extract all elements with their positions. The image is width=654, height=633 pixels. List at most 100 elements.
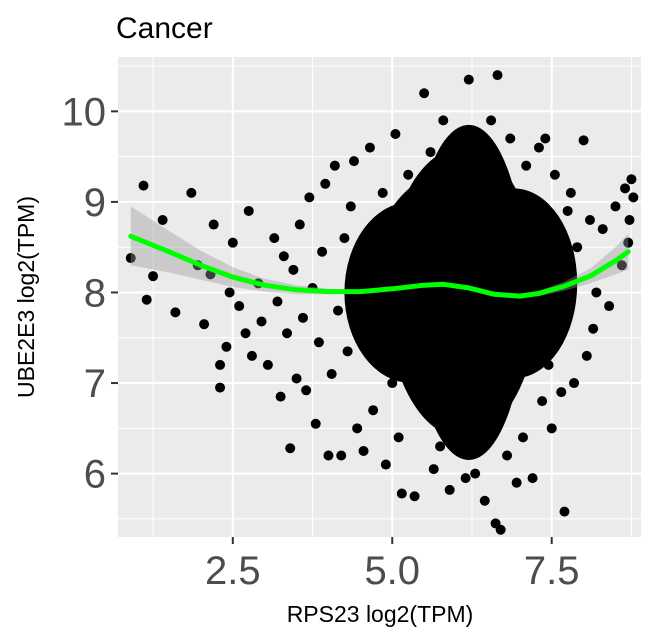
data-point: [508, 368, 519, 379]
data-point: [221, 341, 232, 352]
data-point: [470, 468, 481, 479]
data-point: [275, 391, 286, 402]
data-point: [438, 115, 449, 126]
data-point: [387, 378, 398, 389]
x-tick-label: 2.5: [205, 549, 261, 593]
data-point: [323, 450, 334, 461]
data-point: [518, 432, 529, 443]
data-point: [297, 312, 308, 323]
data-point: [444, 484, 455, 495]
data-point: [269, 233, 280, 244]
data-point: [291, 373, 302, 384]
data-point: [377, 187, 388, 198]
data-point: [502, 450, 513, 461]
data-point: [390, 128, 401, 139]
data-point: [549, 169, 560, 180]
data-point: [569, 378, 580, 389]
data-point: [562, 205, 573, 216]
data-point: [262, 359, 273, 370]
data-point: [313, 337, 324, 348]
data-point: [358, 445, 369, 456]
data-point: [626, 174, 637, 185]
data-point: [521, 160, 532, 171]
data-point: [342, 346, 353, 357]
data-point: [431, 251, 442, 262]
y-tick-label: 9: [84, 181, 106, 225]
data-point: [540, 133, 551, 144]
data-point: [486, 115, 497, 126]
data-point: [301, 385, 312, 396]
data-point: [336, 450, 347, 461]
data-point: [278, 251, 289, 262]
data-point: [588, 323, 599, 334]
data-point: [482, 233, 493, 244]
data-point: [624, 215, 635, 226]
data-point: [246, 350, 257, 361]
data-point: [326, 368, 337, 379]
smooth-line: [128, 233, 631, 299]
data-point: [348, 156, 359, 167]
data-point: [473, 178, 484, 189]
data-point: [288, 264, 299, 275]
data-point: [208, 219, 219, 230]
data-point: [425, 147, 436, 158]
data-point: [628, 192, 639, 203]
data-point: [604, 301, 615, 312]
y-tick-label: 10: [62, 90, 107, 134]
data-point: [317, 246, 328, 257]
data-point: [352, 423, 363, 434]
data-point: [422, 359, 433, 370]
data-point: [620, 183, 631, 194]
data-point: [591, 287, 602, 298]
y-tick-label: 8: [84, 271, 106, 315]
data-point: [498, 296, 509, 307]
data-point: [227, 237, 238, 248]
data-point: [243, 205, 254, 216]
data-point: [364, 142, 375, 153]
data-point: [428, 464, 439, 475]
data-point: [272, 296, 283, 307]
data-point: [215, 359, 226, 370]
data-point: [463, 74, 474, 85]
data-point: [578, 135, 589, 146]
y-axis-title: UBE2E3 log2(TPM): [13, 196, 39, 398]
data-point: [186, 187, 197, 198]
x-tick-label: 5.0: [364, 549, 420, 593]
data-point: [454, 142, 465, 153]
data-point: [419, 88, 430, 99]
data-point: [361, 260, 372, 271]
data-point: [505, 133, 516, 144]
data-point: [355, 323, 366, 334]
data-point: [240, 328, 251, 339]
data-point: [374, 355, 385, 366]
data-point: [537, 396, 548, 407]
data-point: [329, 160, 340, 171]
grid-major: [118, 57, 641, 537]
x-axis-ticks: 2.5 5.0 7.5: [205, 537, 580, 593]
data-point: [409, 491, 420, 502]
data-point: [572, 242, 583, 253]
data-point: [584, 215, 595, 226]
data-point: [514, 215, 525, 226]
data-point: [138, 180, 149, 191]
data-point: [393, 432, 404, 443]
data-point: [148, 271, 159, 282]
data-point: [495, 524, 506, 535]
y-tick-label: 6: [84, 453, 106, 497]
data-point: [256, 316, 267, 327]
data-point: [157, 215, 168, 226]
data-point: [610, 201, 621, 212]
data-point: [224, 287, 235, 298]
data-point: [623, 237, 634, 248]
point-cloud-blob: [449, 188, 578, 379]
data-point: [412, 205, 423, 216]
data-point: [511, 477, 522, 488]
data-point: [492, 70, 503, 81]
data-point: [553, 314, 564, 325]
data-point: [406, 323, 417, 334]
x-axis-title: RPS23 log2(TPM): [287, 601, 474, 627]
data-point: [396, 488, 407, 499]
data-point: [581, 350, 592, 361]
data-point: [234, 301, 245, 312]
data-point: [345, 201, 356, 212]
